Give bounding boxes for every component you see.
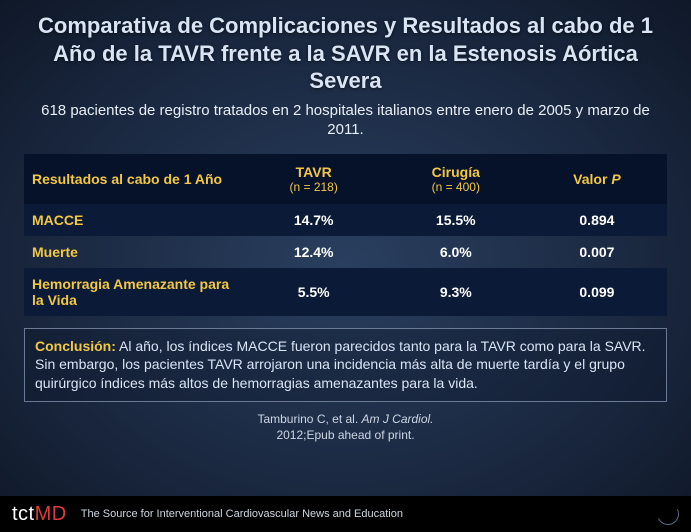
- row-p: 0.894: [527, 204, 667, 236]
- row-label: Hemorragia Amenazante para la Vida: [24, 268, 243, 316]
- citation-authors: Tamburino C, et al.: [257, 412, 361, 426]
- row-tavr: 14.7%: [243, 204, 385, 236]
- crf-swirl-icon: [654, 500, 682, 528]
- citation-journal: Am J Cardiol.: [362, 412, 434, 426]
- slide: Comparativa de Complicaciones y Resultad…: [0, 0, 691, 532]
- footer-right: [657, 503, 679, 525]
- header-surgery: Cirugía (n = 400): [385, 154, 527, 204]
- table-header-row: Resultados al cabo de 1 Año TAVR (n = 21…: [24, 154, 667, 204]
- row-p: 0.007: [527, 236, 667, 268]
- table-row: Hemorragia Amenazante para la Vida 5.5% …: [24, 268, 667, 316]
- tctmd-logo: tctMD: [12, 503, 67, 526]
- table-row: Muerte 12.4% 6.0% 0.007: [24, 236, 667, 268]
- conclusion-label: Conclusión:: [35, 338, 116, 354]
- slide-title: Comparativa de Complicaciones y Resultad…: [24, 12, 667, 95]
- results-table: Resultados al cabo de 1 Año TAVR (n = 21…: [24, 154, 667, 316]
- header-pvalue: Valor P: [527, 154, 667, 204]
- row-tavr: 5.5%: [243, 268, 385, 316]
- conclusion-text: Al año, los índices MACCE fueron parecid…: [35, 338, 646, 392]
- citation: Tamburino C, et al. Am J Cardiol. 2012;E…: [24, 412, 667, 443]
- footer-tagline: The Source for Interventional Cardiovasc…: [81, 508, 403, 520]
- row-surgery: 15.5%: [385, 204, 527, 236]
- citation-year: 2012;Epub ahead of print.: [276, 428, 414, 442]
- footer-bar: tctMD The Source for Interventional Card…: [0, 496, 691, 532]
- table-row: MACCE 14.7% 15.5% 0.894: [24, 204, 667, 236]
- row-tavr: 12.4%: [243, 236, 385, 268]
- slide-subtitle: 618 pacientes de registro tratados en 2 …: [24, 101, 667, 140]
- row-surgery: 6.0%: [385, 236, 527, 268]
- row-surgery: 9.3%: [385, 268, 527, 316]
- header-results: Resultados al cabo de 1 Año: [24, 154, 243, 204]
- conclusion-box: Conclusión: Al año, los índices MACCE fu…: [24, 328, 667, 403]
- row-label: Muerte: [24, 236, 243, 268]
- row-p: 0.099: [527, 268, 667, 316]
- row-label: MACCE: [24, 204, 243, 236]
- header-tavr: TAVR (n = 218): [243, 154, 385, 204]
